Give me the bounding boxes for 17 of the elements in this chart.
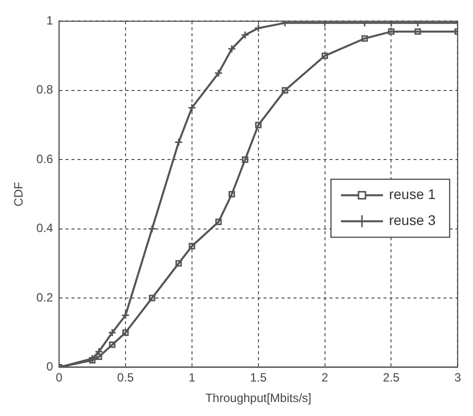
legend-label: reuse 3 [388, 212, 436, 228]
y-tick-label: 0.4 [36, 221, 54, 236]
x-tick-label: 0 [56, 370, 63, 385]
x-tick-label: 2.5 [382, 370, 400, 385]
y-tick-label: 0 [46, 360, 54, 374]
x-tick-label: 1.5 [250, 370, 268, 385]
legend-label: reuse 1 [388, 186, 436, 202]
y-tick-label: 0.2 [36, 290, 54, 304]
y-tick-label: 1 [46, 14, 54, 28]
y-tick-label: 0.6 [36, 152, 54, 166]
x-tick-label: 2 [321, 370, 328, 385]
x-tick-label: 1 [188, 370, 196, 385]
y-axis-title: CDF [12, 182, 26, 207]
x-axis-title: Throughput[Mbits/s] [205, 391, 312, 406]
y-tick-label: 0.8 [36, 82, 54, 97]
x-tick-label: 0.5 [117, 370, 134, 385]
x-tick-label: 3 [454, 370, 462, 385]
